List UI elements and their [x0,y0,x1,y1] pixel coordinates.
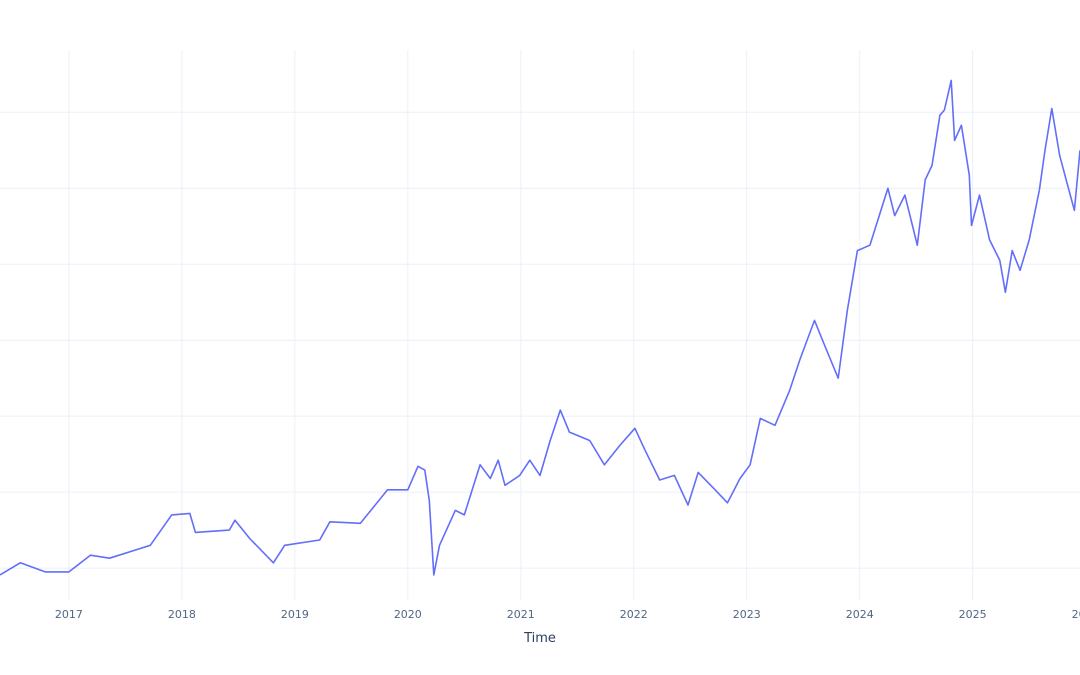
x-tick-label: 2026 [1072,608,1080,621]
x-tick-label: 2017 [55,608,83,621]
x-tick-label: 2021 [507,608,535,621]
gridlines [0,50,1080,600]
x-tick-label: 2025 [959,608,987,621]
x-tick-label: 2019 [281,608,309,621]
x-tick-label: 2018 [168,608,196,621]
x-axis-ticks: 2017 2018 2019 2020 2021 2022 2023 2024 2025 2026 [55,608,1080,621]
x-tick-label: 2023 [733,608,761,621]
x-tick-label: 2020 [394,608,422,621]
x-tick-label: 2022 [620,608,648,621]
series-line [0,79,1080,576]
series-line-group [0,79,1080,576]
x-tick-label: 2024 [846,608,874,621]
x-axis-title: Time [523,631,556,646]
